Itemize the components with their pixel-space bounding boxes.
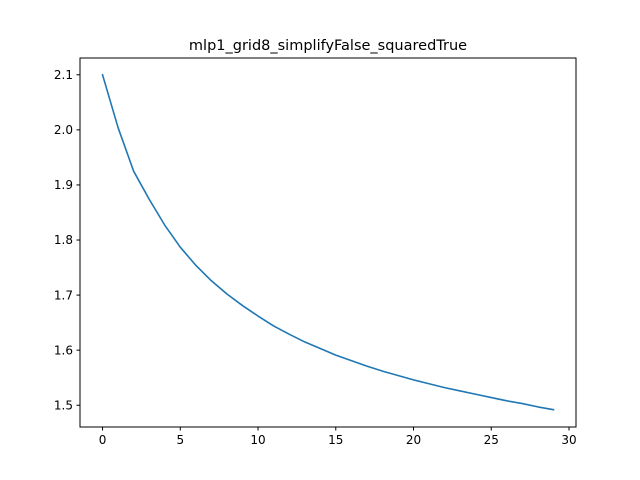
axes-frame [79, 57, 577, 428]
y-tick-label: 1.7 [54, 288, 73, 302]
x-axis: 0 5 10 15 20 25 30 [99, 427, 577, 447]
chart-title: mlp1_grid8_simplifyFalse_squaredTrue [189, 38, 467, 54]
x-tick-label: 25 [484, 433, 499, 447]
y-tick-label: 1.9 [54, 178, 73, 192]
y-axis: 1.5 1.6 1.7 1.8 1.9 2.0 2.1 [54, 68, 80, 412]
x-tick-label: 15 [328, 433, 343, 447]
y-tick-label: 2.1 [54, 68, 73, 82]
y-tick-label: 1.5 [54, 398, 73, 412]
x-tick-label: 10 [250, 433, 265, 447]
x-tick-label: 0 [99, 433, 107, 447]
x-tick-label: 20 [406, 433, 421, 447]
series-line [101, 73, 555, 411]
x-tick-label: 5 [176, 433, 184, 447]
x-tick-label: 30 [561, 433, 576, 447]
y-tick-label: 1.6 [54, 343, 73, 357]
y-tick-label: 1.8 [54, 233, 73, 247]
plot-area [101, 73, 555, 411]
y-tick-label: 2.0 [54, 123, 73, 137]
